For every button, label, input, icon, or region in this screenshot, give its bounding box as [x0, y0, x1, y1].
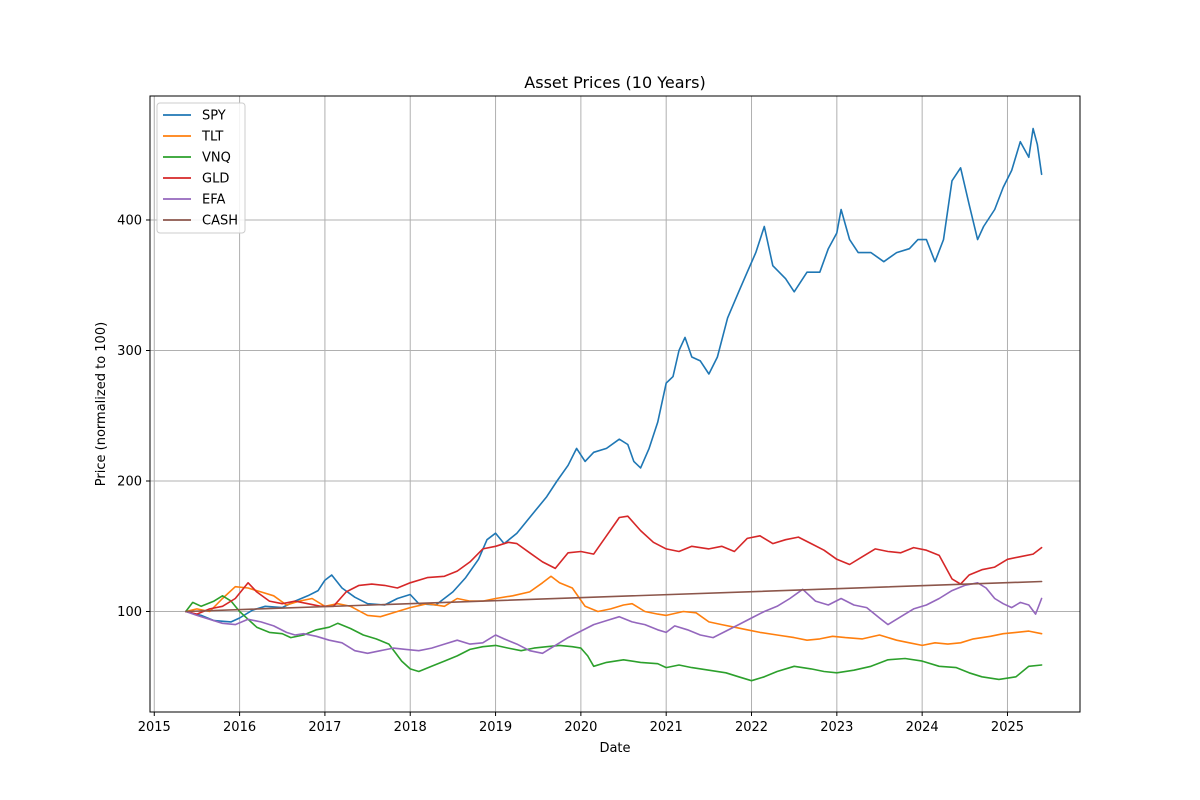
x-tick-label: 2025	[991, 720, 1024, 735]
legend-entries: SPY TLT VNQ GLD EFA CASH	[163, 109, 238, 229]
y-tick-label: 400	[117, 213, 142, 228]
chart-title: Asset Prices (10 Years)	[524, 73, 705, 92]
plot-frame	[149, 95, 1081, 713]
series-line-efa	[185, 582, 1043, 655]
y-tick-label: 200	[117, 475, 142, 490]
legend-label-cash: CASH	[202, 214, 238, 229]
grid	[150, 96, 1080, 712]
y-tick-label: 100	[117, 605, 142, 620]
legend-label-spy: SPY	[202, 109, 226, 124]
x-tick-label: 2018	[394, 720, 427, 735]
x-tick-label: 2016	[223, 720, 256, 735]
series-line-cash	[185, 580, 1043, 613]
series-line-spy	[185, 127, 1043, 623]
x-tick-label: 2023	[820, 720, 853, 735]
x-tick-label: 2022	[735, 720, 768, 735]
x-tick-label: 2017	[308, 720, 341, 735]
x-tick-label: 2015	[138, 720, 171, 735]
series-layer	[185, 127, 1043, 682]
x-tick-label: 2021	[650, 720, 683, 735]
x-tick-label: 2020	[564, 720, 597, 735]
series-line-tlt	[185, 575, 1043, 647]
x-tick-label: 2019	[479, 720, 512, 735]
ticks: 2015 2016 2017 2018 2019 2020 2021 2022 2023 2024…	[117, 213, 1024, 735]
legend-label-tlt: TLT	[201, 130, 223, 145]
y-tick-label: 300	[117, 344, 142, 359]
legend-label-efa: EFA	[202, 193, 225, 208]
legend-label-vnq: VNQ	[202, 151, 231, 166]
legend: SPY TLT VNQ GLD EFA CASH	[156, 102, 246, 234]
series-line-vnq	[185, 595, 1043, 682]
legend-label-gld: GLD	[202, 172, 229, 187]
x-tick-label: 2024	[906, 720, 939, 735]
x-axis-label: Date	[599, 741, 630, 756]
y-axis-label: Price (normalized to 100)	[94, 322, 109, 486]
